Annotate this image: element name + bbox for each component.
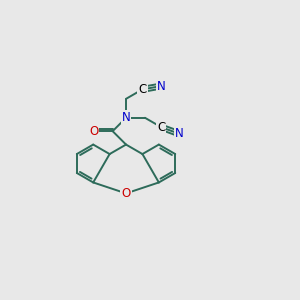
Text: N: N (157, 80, 166, 93)
Text: O: O (89, 125, 98, 138)
Text: N: N (175, 127, 184, 140)
Text: C: C (157, 121, 166, 134)
Text: O: O (122, 187, 131, 200)
Text: N: N (122, 111, 130, 124)
Text: C: C (138, 83, 147, 96)
